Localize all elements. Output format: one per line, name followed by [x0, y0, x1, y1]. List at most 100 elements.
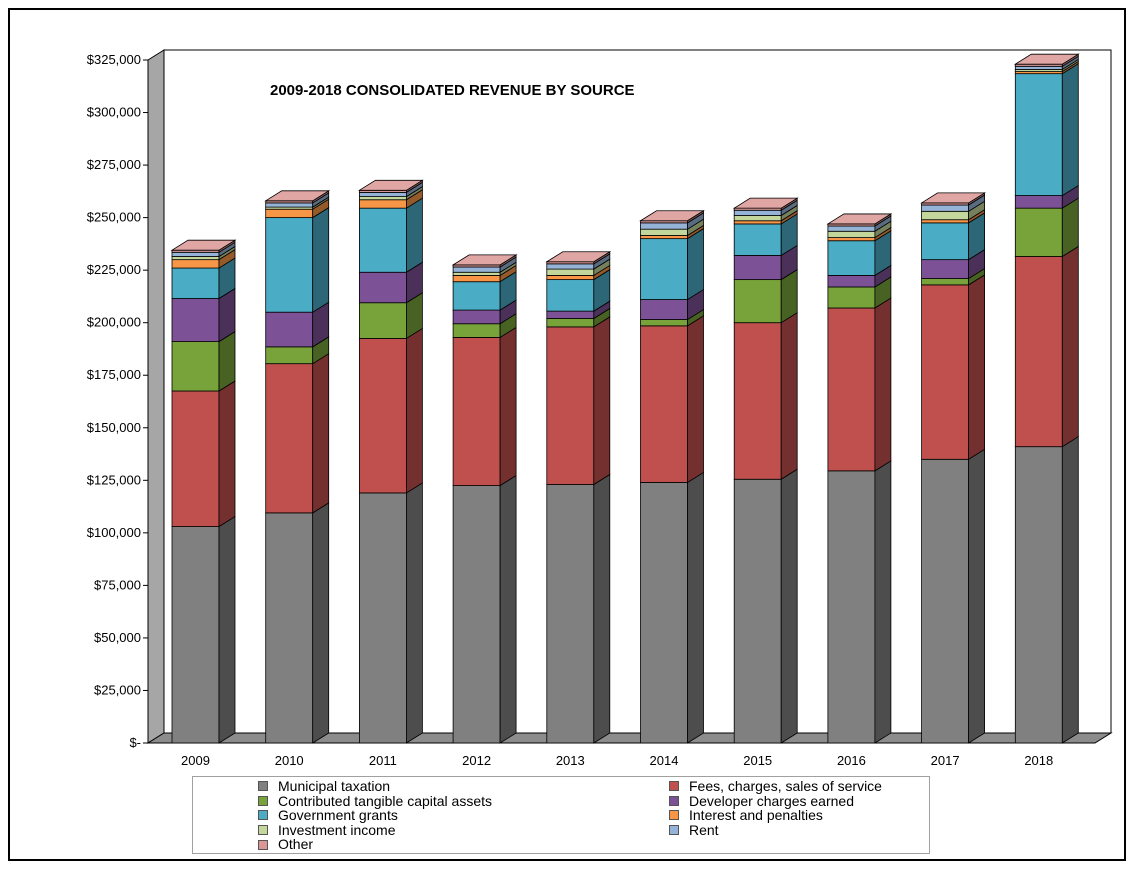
bar-segment-side: [312, 352, 330, 514]
bar-segment: [171, 526, 220, 744]
bar-segment-top: [826, 213, 893, 225]
bar-segment: [921, 278, 969, 286]
bar-segment: [921, 284, 969, 460]
x-tick-label: 2013: [556, 753, 585, 768]
bar-segment: [546, 268, 595, 276]
bar-segment: [452, 485, 501, 744]
bar-segment: [171, 259, 220, 269]
bar-segment: [452, 309, 501, 325]
legend-swatch: [669, 810, 679, 821]
x-tick-label: 2014: [650, 753, 679, 768]
bar-segment-side: [405, 327, 423, 494]
bar-segment-side: [218, 380, 236, 528]
bar-segment: [733, 279, 782, 324]
x-tick-label: 2011: [369, 753, 397, 768]
bar-segment-side: [780, 311, 798, 480]
y-tick-label: $100,000: [87, 525, 141, 540]
legend-label: Interest and penalties: [689, 807, 823, 824]
bar-segment: [827, 307, 876, 472]
y-tick-label: $-: [129, 735, 141, 750]
bar-segment-top: [358, 179, 424, 191]
bar-segment-top: [170, 239, 237, 251]
bar-segment: [1014, 446, 1063, 744]
y-tick-label: $300,000: [87, 105, 141, 120]
bar-segment: [733, 255, 782, 281]
bar-segment: [452, 337, 501, 486]
legend-swatch: [669, 795, 679, 806]
chart-title: 2009-2018 CONSOLIDATED REVENUE BY SOURCE: [270, 82, 635, 99]
bar-segment: [733, 220, 782, 225]
bar-segment: [358, 196, 407, 201]
bar-segment-side: [593, 473, 611, 744]
bar-segment: [358, 271, 407, 304]
x-tick-label: 2009: [181, 753, 210, 768]
bar-stack-2017: [920, 192, 986, 744]
bar-segment: [921, 219, 969, 224]
bar-segment: [265, 217, 314, 313]
bar-segment: [640, 228, 688, 236]
x-tick-label: 2018: [1024, 753, 1053, 768]
legend-item: Government grants: [258, 808, 398, 822]
x-tick-label: 2016: [837, 753, 866, 768]
bar-segment: [171, 390, 220, 527]
bar-segment: [546, 279, 595, 312]
x-tick-label: 2012: [462, 753, 491, 768]
legend-swatch: [258, 795, 268, 806]
bar-segment: [733, 223, 782, 256]
bar-segment: [1014, 195, 1063, 209]
legend-item: Other: [258, 837, 313, 851]
legend-item: Investment income: [258, 823, 396, 837]
bar-segment: [452, 281, 501, 311]
bar-segment: [827, 230, 876, 238]
y-axis-tick-labels: $- $25,000 $50,000 $75,000 $100,000 $125,000 $…: [87, 52, 148, 750]
bar-segment: [640, 222, 688, 230]
bar-segment-side: [218, 515, 236, 744]
bar-segment-side: [780, 468, 798, 744]
y-tick-label: $25,000: [94, 682, 141, 697]
y-tick-label: $200,000: [87, 315, 141, 330]
bar-segment: [358, 302, 407, 339]
bar-stack-2013: [545, 251, 612, 744]
bar-segment-side: [687, 227, 704, 301]
y-tick-label: $50,000: [94, 630, 141, 645]
bar-segment: [827, 237, 876, 242]
bar-segment: [827, 275, 876, 288]
bar-segment: [827, 286, 876, 309]
bar-segment: [921, 259, 969, 279]
legend-label: Government grants: [278, 807, 398, 824]
bar-stack-2011: [358, 179, 424, 744]
bar-segment: [733, 209, 782, 216]
bar-segment: [1014, 73, 1063, 196]
bar-segment: [452, 271, 501, 276]
bar-segment: [640, 325, 688, 483]
bar-stack-2015: [732, 197, 799, 744]
bar-segment: [171, 251, 220, 257]
bar-segment-top: [1013, 53, 1080, 65]
legend-item: Interest and penalties: [669, 808, 823, 822]
bar-segment: [1014, 65, 1063, 70]
bar-segment: [171, 298, 220, 343]
bar-segment: [640, 299, 688, 320]
legend-label: Other: [278, 836, 314, 853]
bar-segment-side: [312, 502, 330, 744]
bar-segment: [921, 210, 969, 221]
legend-swatch: [258, 825, 268, 836]
bar-segment-side: [687, 315, 704, 484]
legend-item: Contributed tangible capital assets: [258, 794, 492, 808]
legend-swatch: [669, 825, 679, 836]
bar-stack-2014: [639, 210, 705, 744]
legend-label: Contributed tangible capital assets: [278, 792, 493, 809]
bar-segment: [921, 222, 969, 261]
bar-segment: [265, 208, 314, 219]
x-axis-tick-labels: 2009 2010 2011 2012 2013 2014 2015 2016 2017 2018: [181, 753, 1053, 768]
bar-stack-2010: [264, 190, 331, 744]
bar-segment: [640, 319, 688, 327]
bar-segment-side: [1061, 245, 1079, 448]
bar-segment-side: [687, 471, 704, 744]
bar-segment: [1014, 256, 1063, 448]
legend-swatch: [669, 781, 679, 792]
bar-segment: [452, 275, 501, 283]
bar-segment: [358, 492, 407, 744]
bar-segment-top: [451, 254, 518, 266]
bar-segment-side: [874, 460, 892, 744]
